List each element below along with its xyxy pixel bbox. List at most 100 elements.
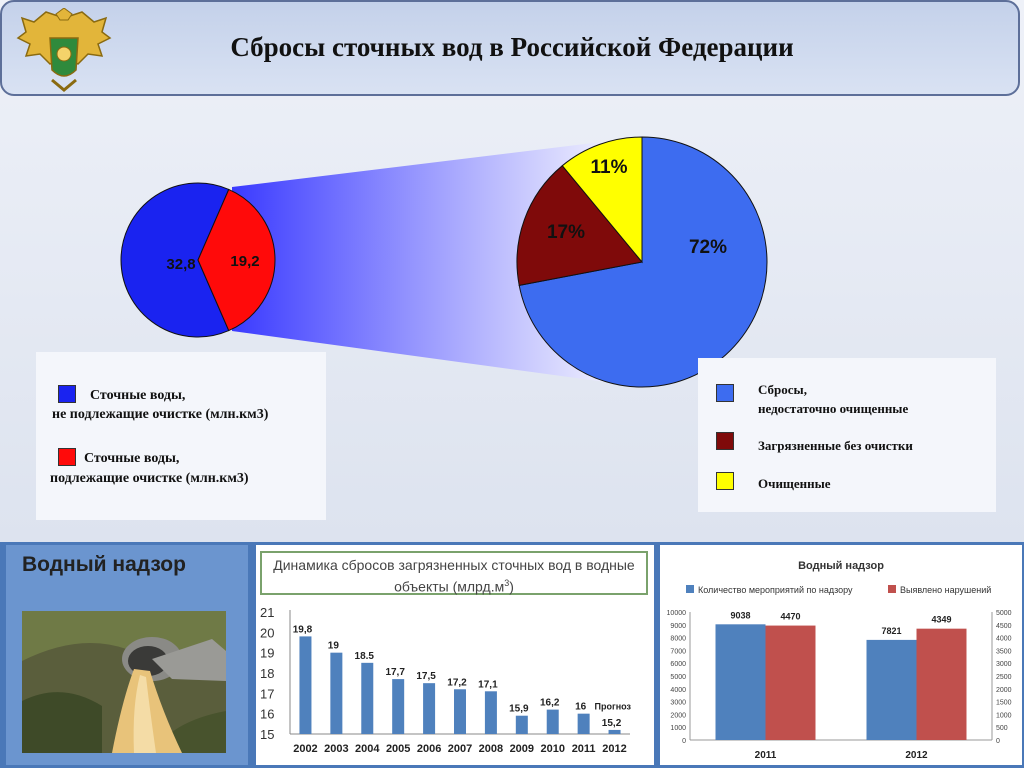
y-tick-label: 15 bbox=[260, 727, 274, 742]
y-tick-label: 21 bbox=[260, 605, 274, 620]
bar-value-label: 17,1 bbox=[478, 679, 498, 690]
header-banner: Сбросы сточных вод в Российской Федераци… bbox=[0, 0, 1020, 96]
x-tick-label: 2012 bbox=[602, 743, 626, 755]
bar bbox=[765, 625, 816, 740]
bar bbox=[299, 636, 312, 734]
legend-label: Сточные воды, bbox=[90, 388, 186, 403]
legend-label: недостаточно очищенные bbox=[758, 401, 909, 416]
bar-value-label: 9038 bbox=[730, 610, 750, 620]
chart-title-line2: объекты (млрд.м bbox=[394, 578, 505, 595]
y-tick-label: 4000 bbox=[996, 636, 1012, 643]
y-tick-label: 1500 bbox=[996, 700, 1012, 707]
bar-value-label: 16 bbox=[575, 702, 587, 713]
water-supervision-panel: Водный надзор bbox=[6, 545, 248, 765]
pie-value-label: 17% bbox=[547, 222, 585, 243]
pie-value-label: 72% bbox=[689, 237, 727, 258]
legend-label: не подлежащие очистке (млн.км3) bbox=[52, 407, 269, 422]
pipe-discharge-photo bbox=[22, 611, 226, 753]
y-tick-label: 4500 bbox=[996, 623, 1012, 630]
y-tick-label: 16 bbox=[260, 707, 274, 722]
emblem-logo bbox=[16, 8, 112, 92]
legend-label: Количество мероприятий по надзору bbox=[698, 585, 853, 595]
y-tick-label: 1000 bbox=[670, 725, 686, 732]
y-tick-label: 7000 bbox=[670, 648, 686, 655]
y-tick-label: 2500 bbox=[996, 674, 1012, 681]
x-tick-label: 2012 bbox=[905, 750, 928, 761]
legend-label: Сточные воды, bbox=[84, 451, 180, 466]
y-tick-label: 20 bbox=[260, 625, 274, 640]
bar-value-label: 17,2 bbox=[447, 677, 467, 688]
y-tick-label: 5000 bbox=[996, 610, 1012, 617]
x-tick-label: 2008 bbox=[479, 743, 503, 755]
legend-swatch-red bbox=[58, 448, 76, 466]
y-tick-label: 3000 bbox=[996, 661, 1012, 668]
bar-value-label: 17,5 bbox=[416, 671, 436, 682]
bar-value-label: 15,2 bbox=[602, 718, 622, 729]
chart-title: Водный надзор bbox=[798, 560, 884, 572]
bar bbox=[423, 683, 436, 734]
y-tick-label: 2000 bbox=[670, 712, 686, 719]
legend-label: Загрязненные без очистки bbox=[758, 438, 913, 453]
x-tick-label: 2005 bbox=[386, 743, 410, 755]
legend-big-pie: Сбросы, недостаточно очищенные Загрязнен… bbox=[698, 358, 996, 512]
x-tick-label: 2006 bbox=[417, 743, 441, 755]
x-tick-label: 2002 bbox=[293, 743, 317, 755]
y-tick-label: 1000 bbox=[996, 712, 1012, 719]
y-tick-label: 5000 bbox=[670, 674, 686, 681]
x-tick-label: 2003 bbox=[324, 743, 348, 755]
pie-slice bbox=[561, 136, 643, 264]
legend-label: Сбросы, bbox=[758, 382, 807, 397]
forecast-annotation: Прогноз bbox=[595, 702, 632, 712]
bar bbox=[330, 652, 343, 734]
y-tick-label: 18 bbox=[260, 666, 274, 681]
page-title: Сбросы сточных вод в Российской Федераци… bbox=[230, 32, 794, 62]
bar bbox=[715, 624, 766, 740]
y-tick-label: 6000 bbox=[670, 661, 686, 668]
legend-small-pie: Сточные воды, не подлежащие очистке (млн… bbox=[36, 352, 326, 520]
bar-value-label: 18.5 bbox=[355, 651, 375, 662]
bar-value-label: 4470 bbox=[780, 612, 800, 622]
y-tick-label: 4000 bbox=[670, 687, 686, 694]
legend-swatch bbox=[888, 585, 896, 593]
panel-title: Водный надзор bbox=[22, 553, 186, 576]
y-tick-label: 0 bbox=[682, 738, 686, 745]
bar bbox=[577, 713, 590, 734]
y-tick-label: 9000 bbox=[670, 623, 686, 630]
bar-value-label: 7821 bbox=[881, 626, 901, 636]
bar-chart-supervision: Водный надзор Количество мероприятий по н… bbox=[667, 560, 1012, 761]
x-tick-label: 2011 bbox=[572, 743, 596, 755]
y-tick-label: 10000 bbox=[667, 610, 687, 617]
legend-swatch-blue bbox=[58, 385, 76, 403]
y-tick-label: 19 bbox=[260, 646, 274, 661]
legend-label: Очищенные bbox=[758, 476, 831, 491]
pie-value-label: 32,8 bbox=[166, 256, 195, 273]
bar bbox=[608, 729, 621, 734]
bar-value-label: 4349 bbox=[931, 615, 951, 625]
legend-swatch bbox=[686, 585, 694, 593]
y-tick-label: 3000 bbox=[670, 700, 686, 707]
x-tick-label: 2011 bbox=[755, 750, 777, 761]
bar-chart-dynamics: 21 20 19 18 17 16 15 19,8 2002 19 2003 18.5 2004 17,7… bbox=[260, 605, 632, 755]
pie-slice bbox=[516, 164, 643, 287]
x-tick-label: 2009 bbox=[510, 743, 534, 755]
pie-slice bbox=[518, 136, 768, 388]
x-tick-label: 2004 bbox=[355, 743, 380, 755]
chart-title: Динамика сбросов загрязненных сточных во… bbox=[260, 551, 648, 595]
bar bbox=[916, 628, 967, 740]
pie-slice bbox=[120, 182, 230, 338]
bar-value-label: 19,8 bbox=[293, 624, 313, 635]
bar-value-label: 16,2 bbox=[540, 698, 560, 709]
legend-swatch-blue bbox=[716, 384, 734, 402]
pie-charts: 32,8 19,2 72% 17% 11% bbox=[120, 136, 768, 388]
chart-title-line1: Динамика сбросов загрязненных сточных во… bbox=[273, 557, 635, 573]
discharge-dynamics-chart: Динамика сбросов загрязненных сточных во… bbox=[256, 545, 654, 765]
y-tick-label: 8000 bbox=[670, 636, 686, 643]
x-tick-label: 2007 bbox=[448, 743, 472, 755]
pie-value-label: 19,2 bbox=[230, 253, 259, 270]
legend-label: подлежащие очистке (млн.км3) bbox=[50, 471, 249, 486]
bar bbox=[361, 662, 374, 734]
bar-value-label: 15,9 bbox=[509, 704, 529, 715]
chart-title-sup: 3 bbox=[504, 578, 510, 588]
y-tick-label: 3500 bbox=[996, 648, 1012, 655]
legend-swatch-darkred bbox=[716, 432, 734, 450]
